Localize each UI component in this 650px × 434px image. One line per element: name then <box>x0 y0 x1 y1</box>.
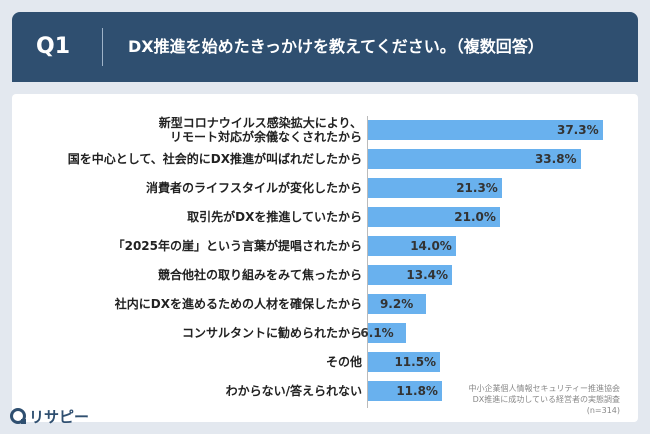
bar <box>368 120 603 140</box>
category-label: 社内にDXを進めるための人材を確保したから <box>115 297 362 311</box>
category-label: コンサルタントに勧められたから <box>182 326 362 340</box>
sample-size: (n=314) <box>586 406 620 415</box>
bar <box>368 352 441 372</box>
value-label: 6.1% <box>360 326 394 340</box>
category-label-line: 競合他社の取り組みをみて焦ったから <box>157 268 362 282</box>
bar <box>368 323 407 343</box>
chart-row: その他 11.5% <box>12 352 638 372</box>
chart-row: 「2025年の崖」という言葉が提唱されたから 14.0% <box>12 236 638 256</box>
source-note: 中小企業個人情報セキュリティー推進協会 DX推進に成功している経営者の実態調査 … <box>468 383 620 416</box>
category-label-line: 取引先がDXを推進していたから <box>187 210 362 224</box>
brand-logo: リサピー <box>10 404 89 428</box>
question-header: Q1 DX推進を始めたきっかけを教えてください。（複数回答） <box>12 12 638 82</box>
category-label-line: 消費者のライフスタイルが変化したから <box>145 181 362 195</box>
value-label: 21.3% <box>456 181 498 195</box>
source-line-2: DX推進に成功している経営者の実態調査 <box>472 395 620 404</box>
logo-mark-icon <box>10 408 26 424</box>
chart-row: わからない/答えられない 11.8% <box>12 381 638 401</box>
category-label-line: リモート対応が余儀なくされたから <box>169 130 362 144</box>
logo-text: リサピー <box>29 407 90 426</box>
category-label-line: 新型コロナウイルス感染拡大により、 <box>158 116 362 130</box>
category-label: わからない/答えられない <box>226 384 362 398</box>
category-label: 新型コロナウイルス感染拡大により、 リモート対応が余儀なくされたから <box>159 116 362 144</box>
source-line-1: 中小企業個人情報セキュリティー推進協会 <box>468 384 620 393</box>
category-label: その他 <box>326 355 362 369</box>
chart-row: コンサルタントに勧められたから 6.1% <box>12 323 638 343</box>
value-label: 9.2% <box>379 297 414 311</box>
chart-row: 競合他社の取り組みをみて焦ったから 13.4% <box>12 265 638 285</box>
chart-row: 取引先がDXを推進していたから 21.0% <box>12 207 638 227</box>
category-label-line: 社内にDXを進めるための人材を確保したから <box>114 297 362 311</box>
bar <box>368 178 503 198</box>
value-label: 11.5% <box>394 355 437 369</box>
chart-row: 社内にDXを進めるための人材を確保したから 9.2% <box>12 294 638 314</box>
category-label: 消費者のライフスタイルが変化したから <box>146 181 362 195</box>
chart-row: 国を中心として、社会的にDX推進が叫ばれだしたから 33.8% <box>12 149 638 169</box>
category-label: 競合他社の取り組みをみて焦ったから <box>158 268 362 282</box>
category-label-line: 国を中心として、社会的にDX推進が叫ばれだしたから <box>67 152 362 166</box>
category-label: 取引先がDXを推進していたから <box>187 210 362 224</box>
category-label-line: 「2025年の崖」という言葉が提唱されたから <box>112 239 362 253</box>
bar <box>368 294 426 314</box>
y-axis-line <box>367 116 368 408</box>
header-divider <box>102 28 103 66</box>
category-label: 国を中心として、社会的にDX推進が叫ばれだしたから <box>68 152 362 166</box>
question-text: DX推進を始めたきっかけを教えてください。（複数回答） <box>128 37 544 56</box>
bar <box>368 265 453 285</box>
bar <box>368 207 501 227</box>
value-label: 14.0% <box>410 239 452 253</box>
category-label-line: わからない/答えられない <box>225 384 362 398</box>
chart-row: 消費者のライフスタイルが変化したから 21.3% <box>12 178 638 198</box>
category-label-line: その他 <box>325 355 362 369</box>
value-label: 13.4% <box>406 268 449 282</box>
bar <box>368 381 443 401</box>
question-number: Q1 <box>36 34 71 59</box>
category-label-line: コンサルタントに勧められたから <box>181 326 362 340</box>
value-label: 33.8% <box>534 152 577 166</box>
chart-row: 新型コロナウイルス感染拡大により、 リモート対応が余儀なくされたから 37.3% <box>12 116 638 144</box>
value-label: 37.3% <box>556 123 599 137</box>
value-label: 11.8% <box>396 384 438 398</box>
chart-panel: 新型コロナウイルス感染拡大により、 リモート対応が余儀なくされたから 37.3% 国を… <box>12 94 638 422</box>
value-label: 21.0% <box>454 210 496 224</box>
bar <box>368 236 457 256</box>
category-label: 「2025年の崖」という言葉が提唱されたから <box>113 239 362 253</box>
bar <box>368 149 581 169</box>
